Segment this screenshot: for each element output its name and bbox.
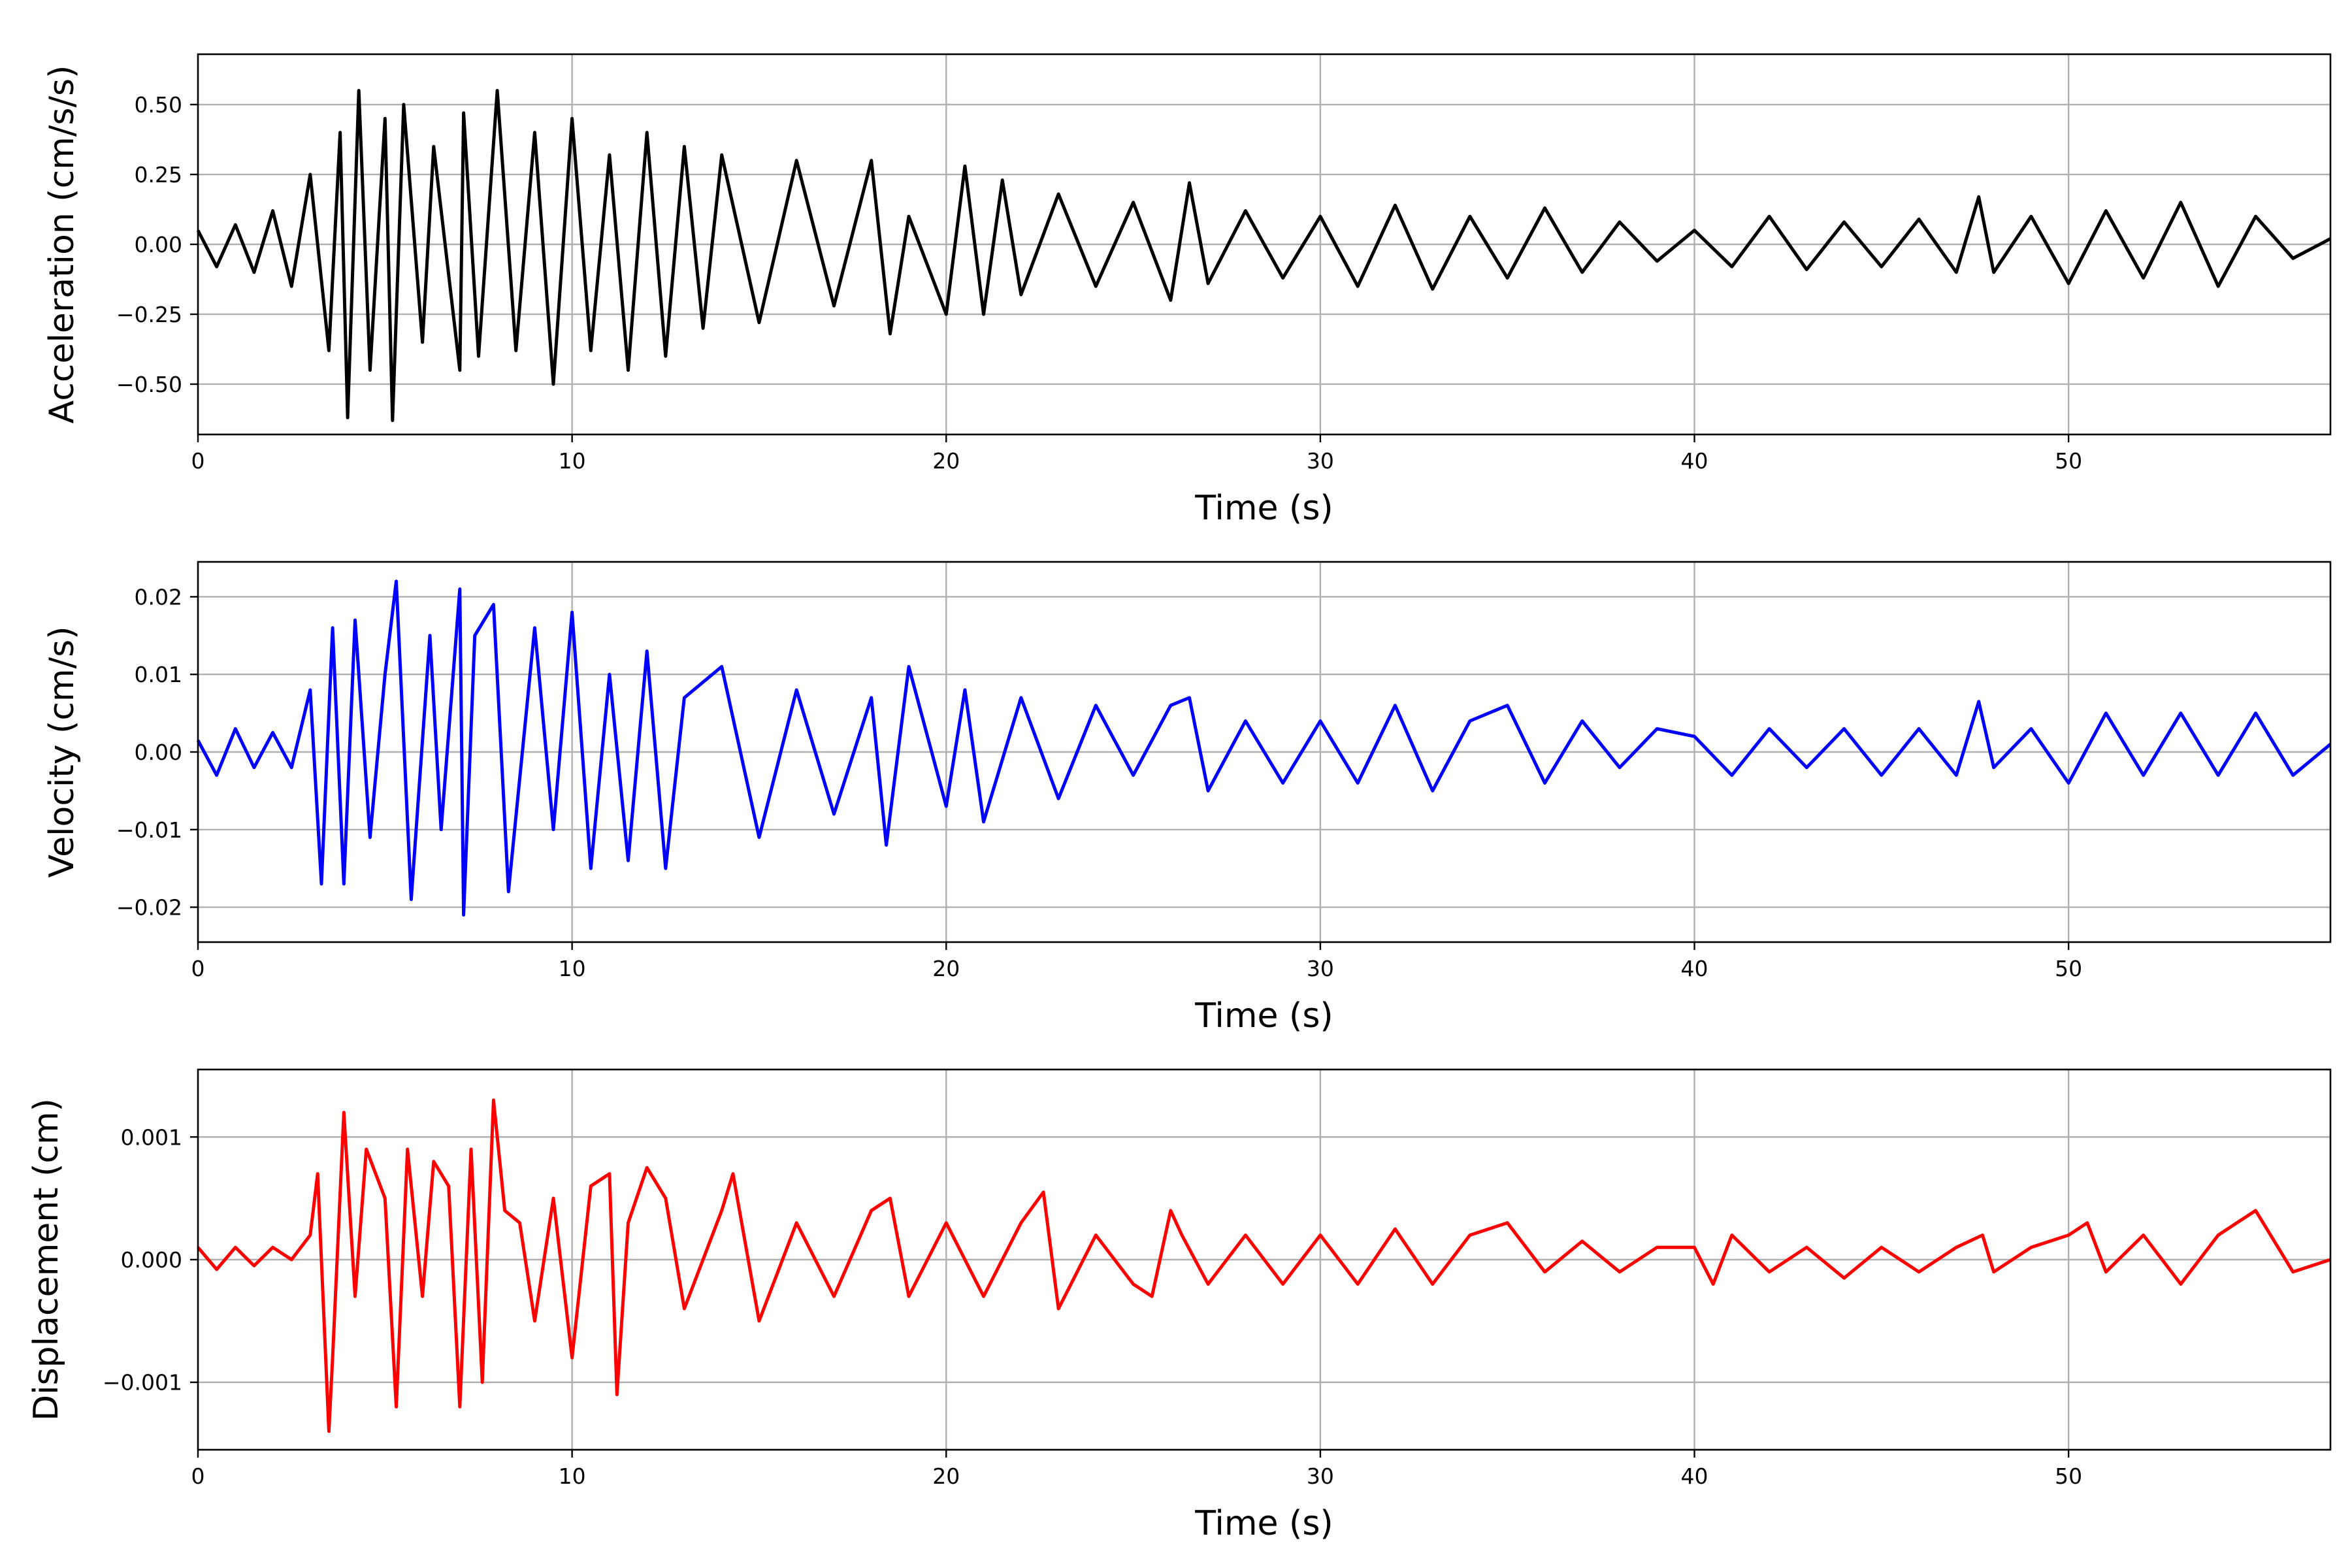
x-tick-label: 50: [2055, 1463, 2082, 1489]
y-axis-title: Velocity (cm/s): [42, 627, 82, 878]
acceleration-series-line: [196, 89, 2332, 423]
x-tick-label: 10: [559, 448, 586, 474]
y-tick-label: −0.01: [116, 817, 182, 843]
x-axis-title: Time (s): [1194, 1504, 1333, 1543]
acceleration-chart: 0 10 20 30 40 50 0.50 0.25 0.00 −0.25 −0.50 Time (s…: [42, 53, 2332, 528]
x-axis-title: Time (s): [1194, 489, 1333, 528]
displacement-chart: 0 10 20 30 40 50 0.001 0.000 −0.001 Time (s) Displ…: [27, 1068, 2332, 1543]
x-tick-label: 10: [559, 1463, 586, 1489]
velocity-chart: 0 10 20 30 40 50 0.02 0.01 0.00 −0.01 −0.02 Time (s…: [42, 561, 2332, 1036]
y-axis-title: Acceleration (cm/s/s): [42, 65, 82, 424]
x-tick-label: 40: [1681, 956, 1708, 981]
x-tick-label: 20: [932, 448, 960, 474]
y-tick-label: −0.50: [116, 372, 182, 397]
y-tick-label: −0.001: [103, 1370, 182, 1396]
x-tick-label: 10: [559, 956, 586, 981]
y-tick-label: −0.25: [116, 302, 182, 327]
x-tick-label: 0: [191, 1463, 205, 1489]
y-tick-label: 0.50: [135, 92, 182, 118]
y-tick-label: 0.001: [121, 1124, 182, 1150]
x-tick-label: 0: [191, 956, 205, 981]
y-tick-label: 0.00: [135, 740, 182, 765]
x-tick-label: 50: [2055, 956, 2082, 981]
y-tick-label: 0.02: [135, 584, 182, 610]
x-tick-label: 40: [1681, 448, 1708, 474]
x-tick-label: 30: [1307, 448, 1334, 474]
y-axis-title: Displacement (cm): [27, 1098, 66, 1421]
y-tick-label: 0.000: [121, 1247, 182, 1273]
y-tick-label: 0.01: [135, 662, 182, 687]
x-axis-title: Time (s): [1194, 996, 1333, 1036]
x-tick-label: 50: [2055, 448, 2082, 474]
x-tick-label: 20: [932, 956, 960, 981]
x-tick-label: 40: [1681, 1463, 1708, 1489]
displacement-series-line: [197, 1098, 2331, 1433]
y-tick-label: 0.00: [135, 232, 182, 257]
x-tick-label: 20: [932, 1463, 960, 1489]
y-tick-label: 0.25: [135, 162, 182, 188]
velocity-series-line: [196, 580, 2332, 917]
x-tick-label: 30: [1307, 956, 1334, 981]
x-tick-label: 30: [1307, 1463, 1334, 1489]
x-tick-label: 0: [191, 448, 205, 474]
y-tick-label: −0.02: [116, 895, 182, 921]
